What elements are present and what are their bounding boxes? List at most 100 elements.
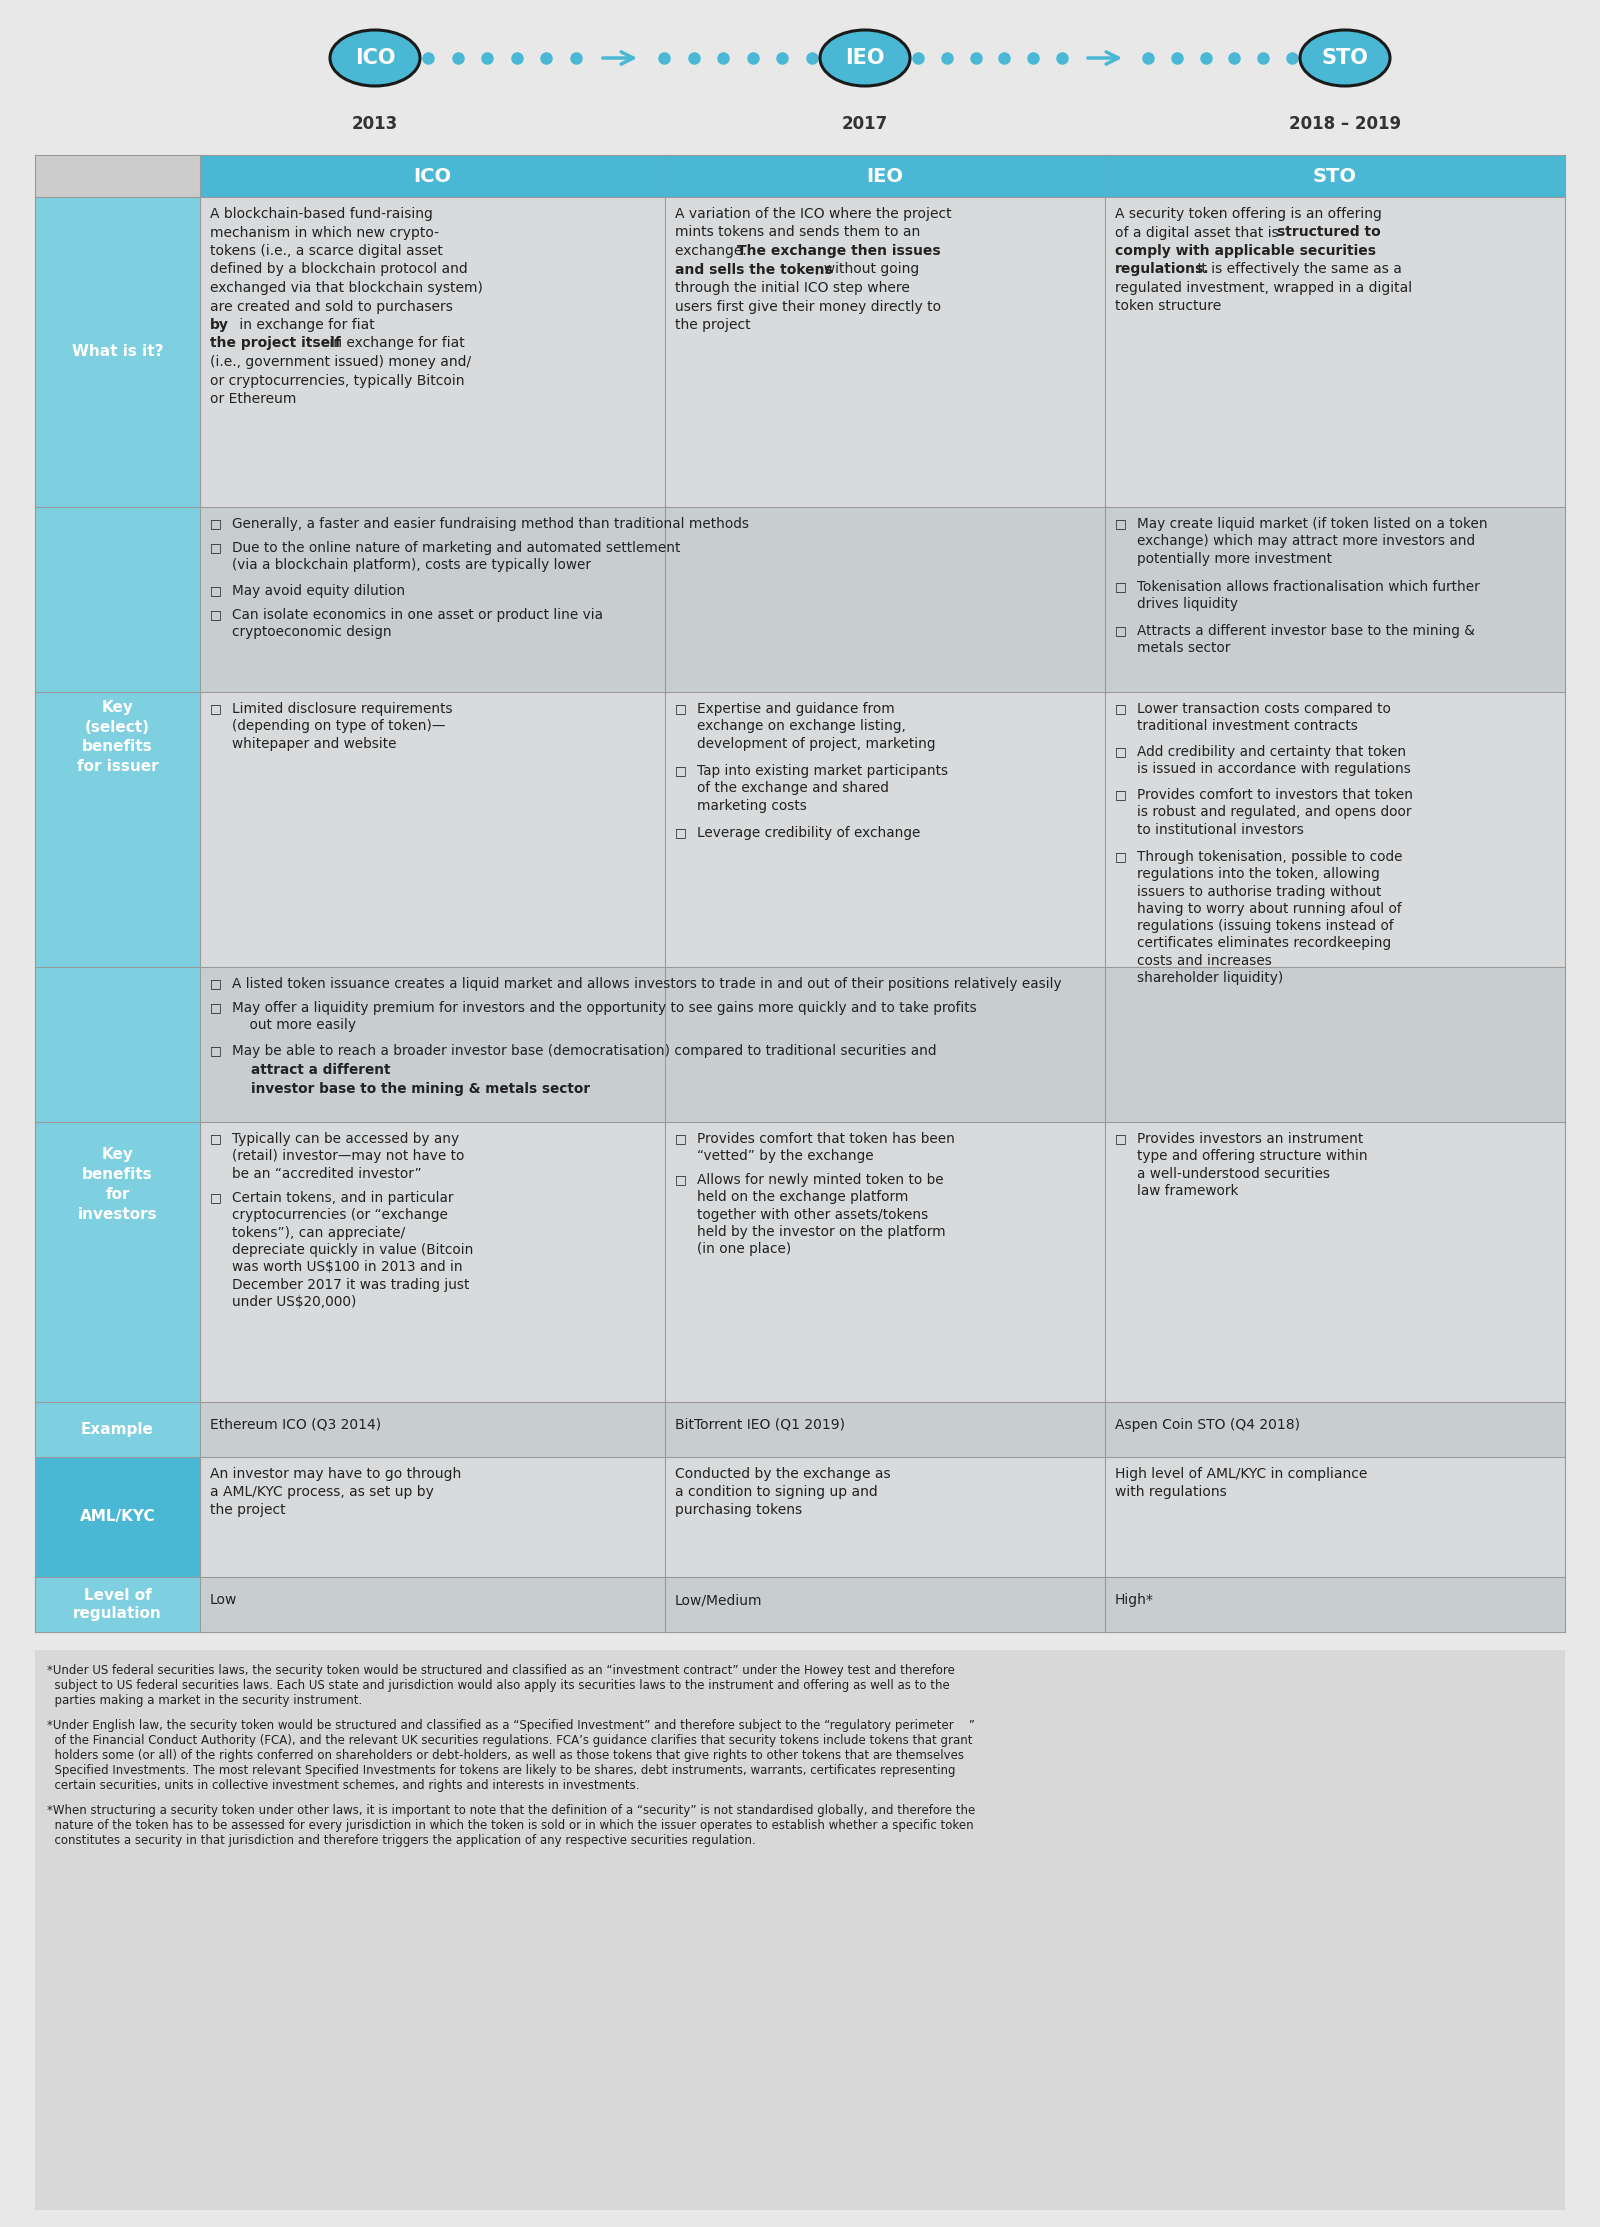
Text: 2013: 2013 xyxy=(352,116,398,134)
Bar xyxy=(1106,693,1565,967)
Text: 2018 – 2019: 2018 – 2019 xyxy=(1290,116,1402,134)
Bar xyxy=(1106,196,1565,508)
Text: □: □ xyxy=(210,1191,222,1205)
Bar xyxy=(35,156,1565,1632)
Text: Through tokenisation, possible to code
regulations into the token, allowing
issu: Through tokenisation, possible to code r… xyxy=(1138,851,1403,984)
Bar xyxy=(35,967,200,1403)
Text: □: □ xyxy=(210,702,222,715)
Text: *When structuring a security token under other laws, it is important to note tha: *When structuring a security token under… xyxy=(46,1804,976,1817)
Text: □: □ xyxy=(675,702,686,715)
Text: or cryptocurrencies, typically Bitcoin: or cryptocurrencies, typically Bitcoin xyxy=(210,374,464,387)
Text: 2017: 2017 xyxy=(842,116,888,134)
Text: Provides comfort that token has been
“vetted” by the exchange: Provides comfort that token has been “ve… xyxy=(698,1131,955,1162)
Text: Due to the online nature of marketing and automated settlement
(via a blockchain: Due to the online nature of marketing an… xyxy=(232,541,680,572)
Text: Expertise and guidance from
exchange on exchange listing,
development of project: Expertise and guidance from exchange on … xyxy=(698,702,936,750)
Bar xyxy=(35,508,200,967)
Text: ICO: ICO xyxy=(355,49,395,69)
Text: □: □ xyxy=(1115,851,1126,864)
Text: the project itself: the project itself xyxy=(210,336,341,350)
Bar xyxy=(1106,1577,1565,1632)
Bar xyxy=(666,1577,1106,1632)
Text: through the initial ICO step where: through the initial ICO step where xyxy=(675,281,910,294)
Text: defined by a blockchain protocol and: defined by a blockchain protocol and xyxy=(210,263,467,276)
Text: □: □ xyxy=(210,1131,222,1145)
Text: Provides comfort to investors that token
is robust and regulated, and opens door: Provides comfort to investors that token… xyxy=(1138,788,1413,837)
Bar xyxy=(35,1456,200,1577)
Bar xyxy=(0,0,1600,156)
Bar xyxy=(1106,1122,1565,1403)
Text: □: □ xyxy=(675,1131,686,1145)
Text: Limited disclosure requirements
(depending on type of token)—
whitepaper and web: Limited disclosure requirements (dependi… xyxy=(232,702,453,750)
Text: tokens (i.e., a scarce digital asset: tokens (i.e., a scarce digital asset xyxy=(210,245,443,258)
Text: □: □ xyxy=(210,583,222,597)
Bar xyxy=(200,1577,666,1632)
Bar xyxy=(35,1650,1565,2209)
Bar xyxy=(666,693,1106,967)
Text: the project: the project xyxy=(675,318,750,332)
Text: (i.e., government issued) money and/: (i.e., government issued) money and/ xyxy=(210,354,470,370)
Text: Generally, a faster and easier fundraising method than traditional methods: Generally, a faster and easier fundraisi… xyxy=(232,517,749,530)
Bar xyxy=(666,1456,1106,1577)
Ellipse shape xyxy=(330,29,419,87)
Text: in exchange for fiat: in exchange for fiat xyxy=(325,336,464,350)
Bar xyxy=(666,1403,1106,1456)
Text: □: □ xyxy=(1115,579,1126,592)
Text: Tap into existing market participants
of the exchange and shared
marketing costs: Tap into existing market participants of… xyxy=(698,764,949,813)
Text: □: □ xyxy=(210,541,222,555)
Text: certain securities, units in collective investment schemes, and rights and inter: certain securities, units in collective … xyxy=(46,1779,640,1793)
Text: Specified Investments. The most relevant Specified Investments for tokens are li: Specified Investments. The most relevant… xyxy=(46,1764,955,1777)
Text: users first give their money directly to: users first give their money directly to xyxy=(675,298,941,314)
Text: mechanism in which new crypto-: mechanism in which new crypto- xyxy=(210,225,438,241)
Text: IEO: IEO xyxy=(845,49,885,69)
Text: □: □ xyxy=(675,1174,686,1187)
Text: nature of the token has to be assessed for every jurisdiction in which the token: nature of the token has to be assessed f… xyxy=(46,1819,974,1833)
Text: May create liquid market (if token listed on a token
exchange) which may attract: May create liquid market (if token liste… xyxy=(1138,517,1488,566)
Text: Can isolate economics in one asset or product line via
cryptoeconomic design: Can isolate economics in one asset or pr… xyxy=(232,608,603,639)
Bar xyxy=(666,196,1106,508)
Text: Level of
regulation: Level of regulation xyxy=(74,1588,162,1621)
Text: □: □ xyxy=(210,1000,222,1013)
Text: Typically can be accessed by any
(retail) investor—may not have to
be an “accred: Typically can be accessed by any (retail… xyxy=(232,1131,464,1180)
Text: Low: Low xyxy=(210,1592,237,1608)
Text: regulations.: regulations. xyxy=(1115,263,1210,276)
Text: A blockchain-based fund-raising: A blockchain-based fund-raising xyxy=(210,207,434,220)
Text: Provides investors an instrument
type and offering structure within
a well-under: Provides investors an instrument type an… xyxy=(1138,1131,1368,1198)
Text: subject to US federal securities laws. Each US state and jurisdiction would also: subject to US federal securities laws. E… xyxy=(46,1679,950,1693)
Text: Allows for newly minted token to be
held on the exchange platform
together with : Allows for newly minted token to be held… xyxy=(698,1174,946,1256)
Text: Tokenisation allows fractionalisation which further
drives liquidity: Tokenisation allows fractionalisation wh… xyxy=(1138,579,1480,610)
Text: STO: STO xyxy=(1322,49,1368,69)
Text: or Ethereum: or Ethereum xyxy=(210,392,296,405)
Text: □: □ xyxy=(210,1044,222,1058)
Text: High*: High* xyxy=(1115,1592,1154,1608)
Text: Example: Example xyxy=(82,1423,154,1436)
Text: *Under English law, the security token would be structured and classified as a “: *Under English law, the security token w… xyxy=(46,1719,974,1733)
Text: □: □ xyxy=(1115,788,1126,802)
Text: of a digital asset that is: of a digital asset that is xyxy=(1115,225,1283,241)
Bar xyxy=(200,1403,666,1456)
Text: □: □ xyxy=(1115,517,1126,530)
Text: ICO: ICO xyxy=(413,167,451,185)
Text: and sells the tokens: and sells the tokens xyxy=(675,263,832,276)
Text: □: □ xyxy=(1115,702,1126,715)
Text: A variation of the ICO where the project: A variation of the ICO where the project xyxy=(675,207,952,220)
Text: exchanged via that blockchain system): exchanged via that blockchain system) xyxy=(210,281,483,294)
Text: May avoid equity dilution: May avoid equity dilution xyxy=(232,583,405,599)
Text: constitutes a security in that jurisdiction and therefore triggers the applicati: constitutes a security in that jurisdict… xyxy=(46,1835,755,1846)
Bar xyxy=(35,156,200,196)
Text: May offer a liquidity premium for investors and the opportunity to see gains mor: May offer a liquidity premium for invest… xyxy=(232,1000,976,1033)
Text: attract a different: attract a different xyxy=(232,1062,390,1078)
Text: Leverage credibility of exchange: Leverage credibility of exchange xyxy=(698,826,920,840)
Text: Add credibility and certainty that token
is issued in accordance with regulation: Add credibility and certainty that token… xyxy=(1138,746,1411,777)
Bar xyxy=(200,693,666,967)
Text: are created and sold to purchasers: are created and sold to purchasers xyxy=(210,298,458,314)
Text: token structure: token structure xyxy=(1115,298,1221,314)
Text: AML/KYC: AML/KYC xyxy=(80,1510,155,1525)
Text: □: □ xyxy=(1115,624,1126,637)
Bar xyxy=(666,156,1106,196)
Text: Lower transaction costs compared to
traditional investment contracts: Lower transaction costs compared to trad… xyxy=(1138,702,1390,733)
Bar xyxy=(666,1122,1106,1403)
Bar xyxy=(200,1122,666,1403)
Ellipse shape xyxy=(1299,29,1390,87)
Text: parties making a market in the security instrument.: parties making a market in the security … xyxy=(46,1695,362,1708)
Bar xyxy=(35,196,200,508)
